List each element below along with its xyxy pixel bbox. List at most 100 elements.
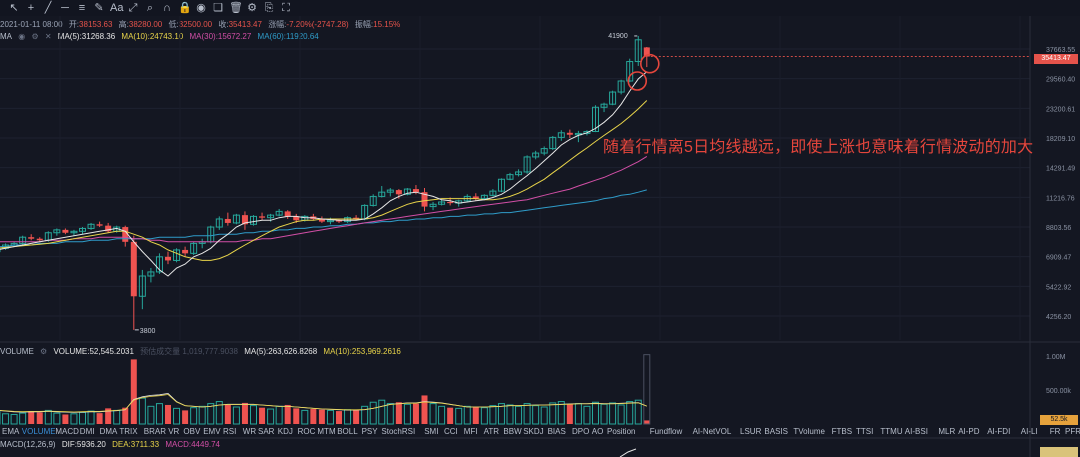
- indicator-ai-li[interactable]: AI-LI: [1020, 427, 1038, 436]
- volume-bar: [455, 407, 463, 425]
- volume-bar: [87, 410, 95, 425]
- volume-ma10-line: [0, 394, 647, 413]
- indicator-ema[interactable]: EMA: [2, 427, 20, 436]
- volume-bar: [275, 405, 283, 425]
- zoom-icon[interactable]: ⌕: [146, 2, 154, 14]
- indicator-ai-pd[interactable]: AI-PD: [958, 427, 980, 436]
- indicator-skdj[interactable]: SKDJ: [523, 427, 544, 436]
- brush-icon[interactable]: ✎: [94, 2, 104, 14]
- volume-bar: [429, 403, 437, 425]
- indicator-tvolume[interactable]: TVolume: [793, 427, 825, 436]
- settings-icon[interactable]: ⚙: [247, 2, 257, 14]
- indicator-kdj[interactable]: KDJ: [277, 427, 293, 436]
- indicator-ai-fdi[interactable]: AI-FDI: [987, 427, 1011, 436]
- candle-body: [617, 80, 625, 93]
- indicator-ao[interactable]: AO: [591, 427, 604, 436]
- volume-bar: [284, 404, 291, 424]
- candle-body: [386, 189, 394, 193]
- indicator-lsur[interactable]: LSUR: [740, 427, 762, 436]
- indicator-basis[interactable]: BASIS: [764, 427, 788, 436]
- candle-body: [336, 220, 342, 222]
- indicator-boll[interactable]: BOLL: [337, 427, 358, 436]
- indicator-fr[interactable]: FR: [1049, 427, 1061, 436]
- horizontal-line-icon[interactable]: ─: [61, 2, 69, 14]
- trend-line-icon[interactable]: ╱: [44, 2, 52, 14]
- indicator-bbw[interactable]: BBW: [503, 427, 522, 436]
- indicator-smi[interactable]: SMI: [424, 427, 439, 436]
- layers-icon[interactable]: ❏: [213, 2, 223, 14]
- indicator-psy[interactable]: PSY: [361, 427, 378, 436]
- candle-body: [173, 249, 181, 261]
- indicator-mfi[interactable]: MFI: [463, 427, 478, 436]
- indicator-dmi[interactable]: DMI: [79, 427, 95, 436]
- volume-bar: [259, 407, 266, 424]
- cursor-icon[interactable]: ↖: [9, 2, 19, 14]
- indicator-trix[interactable]: TRIX: [119, 427, 138, 436]
- volume-bar: [378, 399, 386, 425]
- indicator-roc[interactable]: ROC: [297, 427, 316, 436]
- indicator-pfr[interactable]: PFR: [1065, 427, 1080, 436]
- indicator-bias[interactable]: BIAS: [547, 427, 566, 436]
- indicator-emv[interactable]: EMV: [203, 427, 221, 436]
- volume-bar: [600, 403, 608, 425]
- indicator-ftbs[interactable]: FTBS: [831, 427, 853, 436]
- candle-body: [105, 225, 112, 232]
- indicator-dma[interactable]: DMA: [99, 427, 118, 436]
- text-icon[interactable]: Aa: [110, 2, 124, 14]
- candle-body: [36, 238, 43, 241]
- fullscreen-icon[interactable]: ⛶: [282, 2, 290, 14]
- indicator-obv[interactable]: OBV: [183, 427, 201, 436]
- candle-body: [232, 214, 240, 224]
- volume-bar: [369, 401, 377, 425]
- settings-icon[interactable]: ⚙: [31, 32, 39, 41]
- indicator-stochrsi[interactable]: StochRSI: [381, 427, 416, 436]
- indicator-brar[interactable]: BRAR: [143, 427, 167, 436]
- volume-bar: [224, 404, 231, 424]
- candle-body: [540, 148, 548, 154]
- magnet-icon[interactable]: ∩: [163, 2, 171, 14]
- volume-bar: [96, 413, 103, 424]
- indicator-fundflow[interactable]: Fundflow: [649, 427, 683, 436]
- indicator-macd[interactable]: MACD: [55, 427, 79, 436]
- candle-body: [96, 224, 103, 226]
- eye-icon[interactable]: ◉: [196, 2, 206, 14]
- indicator-ai-netvol[interactable]: AI-NetVOL: [692, 427, 732, 436]
- indicator-position[interactable]: Position: [607, 427, 636, 436]
- indicator-wr[interactable]: WR: [242, 427, 257, 436]
- candle-body: [447, 201, 454, 204]
- indicator-volume[interactable]: VOLUME: [21, 427, 56, 436]
- volume-bar: [53, 412, 61, 425]
- indicator-dpo[interactable]: DPO: [572, 427, 590, 436]
- indicator-vr[interactable]: VR: [168, 427, 180, 436]
- eye-icon[interactable]: ◉: [18, 32, 26, 41]
- indicator-rsi[interactable]: RSI: [223, 427, 237, 436]
- volume-tick-label: 1.00M: [1046, 354, 1066, 361]
- candle-body: [489, 190, 497, 196]
- indicator-mlr[interactable]: MLR: [938, 427, 956, 436]
- indicator-ttmu[interactable]: TTMU: [880, 427, 903, 436]
- close-icon[interactable]: ✕: [44, 32, 52, 41]
- crosshair-icon[interactable]: +: [27, 2, 35, 14]
- candle-body: [378, 191, 386, 197]
- trash-icon[interactable]: 🗑: [229, 2, 243, 14]
- indicator-ai-bsi[interactable]: AI-BSI: [904, 427, 928, 436]
- volume-bar: [2, 413, 10, 425]
- candle-body: [643, 47, 650, 57]
- low-marker-label: 3800: [140, 328, 156, 335]
- measure-icon[interactable]: ⤢: [128, 2, 138, 14]
- indicator-atr[interactable]: ATR: [483, 427, 499, 436]
- price-tick-label: 14291.49: [1046, 166, 1075, 173]
- volume-bar: [523, 403, 531, 425]
- screenshot-icon[interactable]: ⎘: [264, 2, 274, 14]
- candle-body: [293, 216, 300, 221]
- indicator-cci[interactable]: CCI: [444, 427, 458, 436]
- lock-icon[interactable]: 🔒: [178, 2, 192, 14]
- fib-icon[interactable]: ≡: [78, 2, 86, 14]
- volume-settings-icon[interactable]: ⚙: [40, 347, 48, 356]
- indicator-mtm[interactable]: MTM: [317, 427, 336, 436]
- indicator-sar[interactable]: SAR: [258, 427, 275, 436]
- indicator-ttsi[interactable]: TTSI: [856, 427, 874, 436]
- candle-body: [138, 275, 146, 297]
- candle-body: [634, 39, 642, 63]
